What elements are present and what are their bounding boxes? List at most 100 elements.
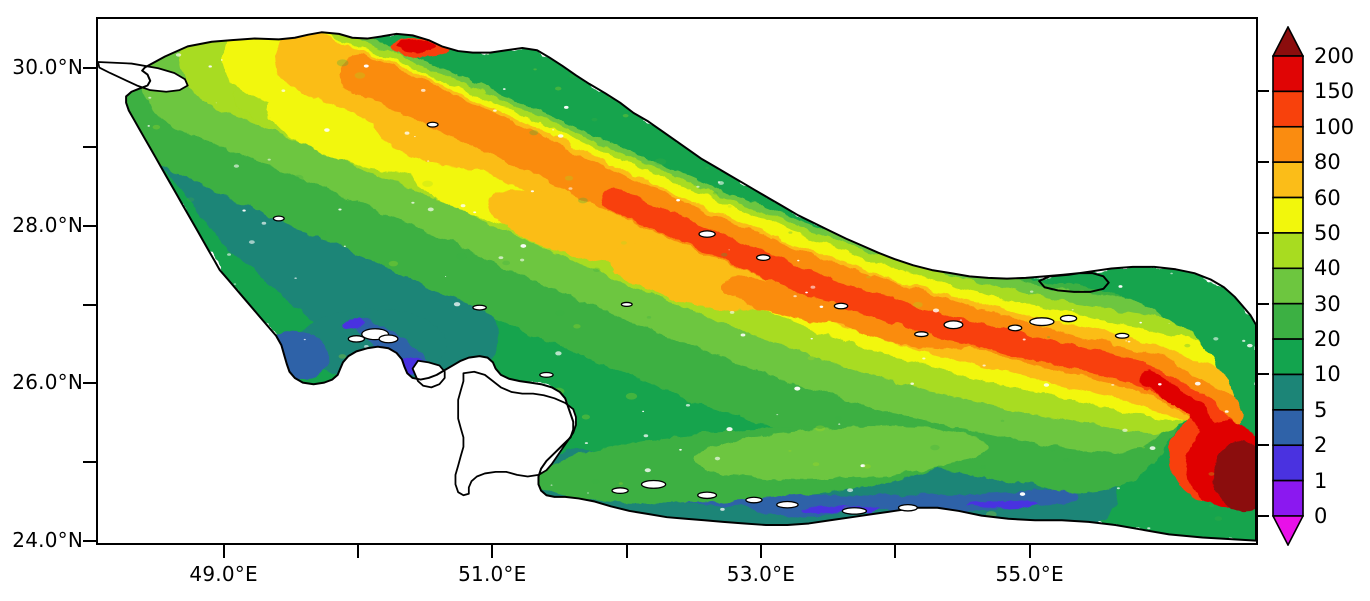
data-gap-fleck xyxy=(404,131,410,135)
field-mottle xyxy=(422,180,433,187)
colorbar-underflow-arrow xyxy=(1272,515,1304,546)
field-mottle xyxy=(980,465,987,469)
field-mottle xyxy=(591,117,598,122)
data-gap-fleck xyxy=(932,308,940,313)
field-mottle xyxy=(533,68,537,71)
field-violet-uae2 xyxy=(803,505,879,514)
field-mottle xyxy=(863,464,871,469)
data-gap-fleck xyxy=(838,423,841,425)
x-tick-major xyxy=(1028,545,1031,558)
field-mottle xyxy=(338,354,347,359)
data-gap-fleck xyxy=(740,333,746,337)
field-mottle xyxy=(1049,448,1055,452)
data-gap-fleck xyxy=(175,53,182,57)
island xyxy=(539,371,554,378)
field-hot-b xyxy=(841,310,974,349)
field-mottle xyxy=(581,414,591,420)
data-gap-fleck xyxy=(427,207,434,212)
colorbar-tick-label: 200 xyxy=(1314,44,1355,68)
field-mottle xyxy=(316,229,327,236)
colorbar-tick-mark xyxy=(1258,90,1269,93)
field-hot-a xyxy=(721,277,867,324)
field-mottle xyxy=(555,310,565,316)
colorbar-tick-label: 0 xyxy=(1314,504,1328,528)
field-violet-uae3 xyxy=(966,500,1037,509)
colorbar-swatch xyxy=(1272,444,1304,482)
data-gap-fleck xyxy=(568,187,573,190)
colorbar-tick-mark xyxy=(1258,302,1269,305)
data-gap-fleck xyxy=(805,291,808,294)
field-mottle xyxy=(186,197,195,202)
colorbar-tick-mark xyxy=(1258,161,1269,164)
colorbar-swatch xyxy=(1272,232,1304,270)
field-mottle xyxy=(654,158,667,166)
x-tick-major xyxy=(759,545,762,558)
data-gap-fleck xyxy=(696,185,700,188)
data-gap-fleck xyxy=(1022,338,1026,341)
y-tick-major xyxy=(83,382,96,385)
field-mid-orange-b xyxy=(606,244,768,311)
field-mottle xyxy=(695,401,700,404)
island xyxy=(640,479,667,489)
data-gap-fleck xyxy=(215,102,217,104)
data-gap-fleck xyxy=(810,285,816,289)
islands xyxy=(272,121,1130,515)
coastline xyxy=(98,31,1256,542)
colorbar-tick-label: 2 xyxy=(1314,433,1328,458)
data-gap-fleck xyxy=(148,96,152,99)
colorbar-tick-label: 10 xyxy=(1314,362,1341,387)
island xyxy=(833,302,849,310)
data-gap-fleck xyxy=(676,199,680,202)
island xyxy=(378,334,399,344)
colorbar-swatch xyxy=(1272,125,1304,163)
data-gap-fleck xyxy=(242,209,246,212)
field-mottle xyxy=(293,174,304,181)
data-gap-fleck xyxy=(1170,272,1173,275)
data-gap-fleck xyxy=(557,134,564,138)
field-mottle xyxy=(646,316,652,319)
data-gap-fleck xyxy=(550,484,553,486)
data-gap-fleck xyxy=(794,386,801,391)
field-mottle xyxy=(152,124,161,130)
colorbar-swatch xyxy=(1272,479,1304,517)
field-mottle xyxy=(1214,516,1223,521)
colorbar-tick-label: 40 xyxy=(1314,256,1341,281)
x-tick-major xyxy=(491,545,494,558)
data-gap-fleck xyxy=(1242,339,1246,342)
data-gap-fleck xyxy=(248,240,255,244)
data-gap-fleck xyxy=(1019,492,1026,496)
data-gap-fleck xyxy=(797,259,800,262)
colorbar-swatch xyxy=(1272,409,1304,447)
data-gap-fleck xyxy=(714,456,721,461)
field-violet-sm xyxy=(340,318,365,330)
y-tick-major xyxy=(83,224,96,227)
data-gap-fleck xyxy=(982,364,986,367)
field-mottle xyxy=(593,267,601,272)
field-mottle xyxy=(721,252,728,257)
island xyxy=(745,496,763,504)
data-gap-fleck xyxy=(1168,323,1170,324)
island xyxy=(914,331,929,338)
island xyxy=(272,215,285,222)
map-plot-frame xyxy=(96,17,1258,545)
data-gap-fleck xyxy=(493,109,497,112)
colorbar-swatch xyxy=(1272,338,1304,376)
field-mottle xyxy=(866,275,871,279)
data-gap-fleck xyxy=(530,190,534,193)
field-mottle xyxy=(1047,336,1051,338)
data-gap-fleck xyxy=(261,221,267,225)
colorbar-tick-label: 50 xyxy=(1314,220,1341,245)
data-gap-fleck xyxy=(1122,428,1128,432)
field-hormuz-core xyxy=(1213,441,1256,512)
island xyxy=(620,301,633,308)
island xyxy=(897,503,918,512)
data-gap-fleck xyxy=(1158,383,1162,386)
field-mottle xyxy=(625,392,638,400)
colorbar-tick-mark xyxy=(1258,444,1269,447)
field-mottle xyxy=(727,205,732,208)
data-gap-fleck xyxy=(776,413,779,416)
island xyxy=(1007,324,1023,332)
data-gap-fleck xyxy=(1111,383,1115,386)
field-mottle xyxy=(807,356,815,361)
colorbar-tick-label: 150 xyxy=(1314,79,1355,104)
